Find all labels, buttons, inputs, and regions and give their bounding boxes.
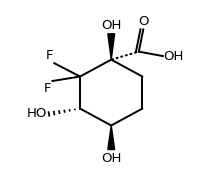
Text: OH: OH: [101, 152, 121, 165]
Polygon shape: [108, 125, 115, 150]
Text: F: F: [46, 49, 53, 62]
Text: OH: OH: [164, 49, 184, 63]
Text: HO: HO: [27, 107, 47, 121]
Text: OH: OH: [101, 19, 121, 32]
Text: F: F: [44, 82, 52, 95]
Text: O: O: [138, 15, 148, 28]
Polygon shape: [108, 34, 115, 60]
